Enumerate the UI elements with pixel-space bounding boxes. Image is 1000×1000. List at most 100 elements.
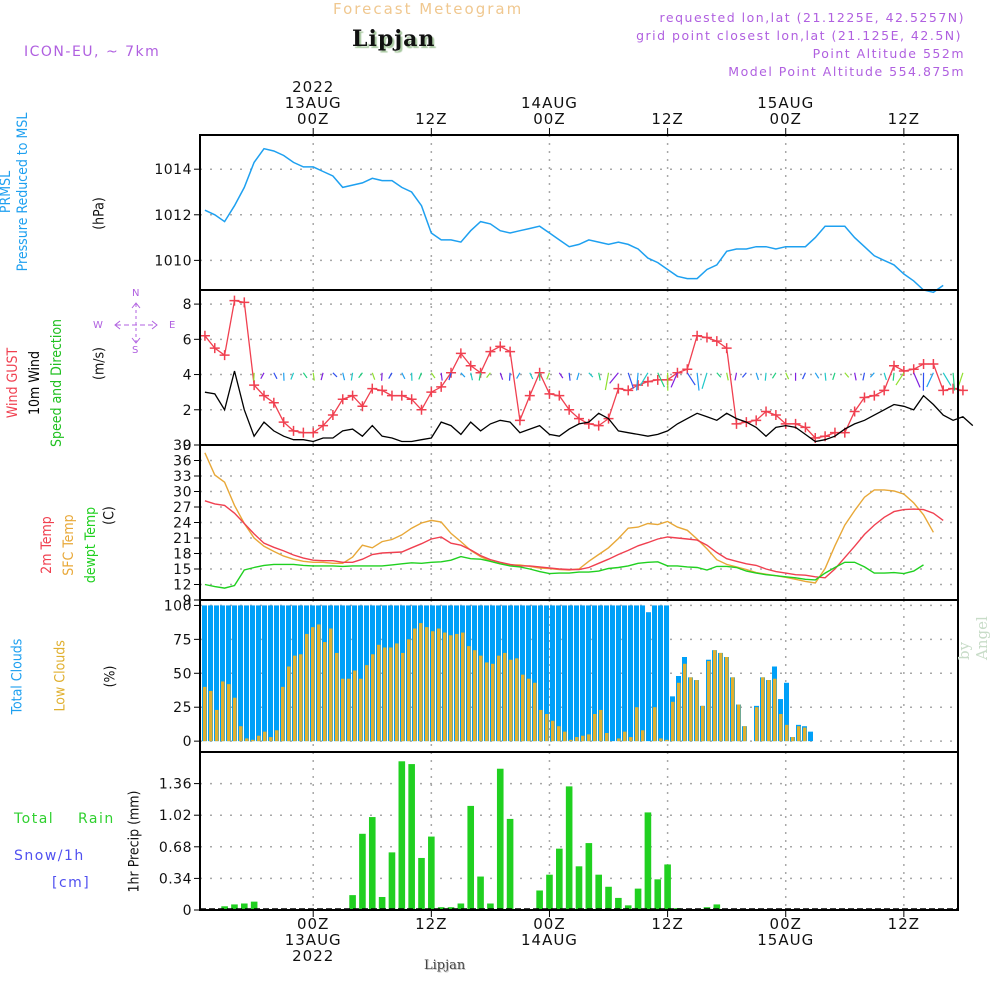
low-cloud-bar xyxy=(431,631,435,742)
requested-coords: requested lon,lat (21.1225E, 42.5257N) xyxy=(659,10,965,25)
total-cloud-bar xyxy=(622,605,627,742)
wind-gust-marker xyxy=(337,394,348,405)
low-cloud-bar xyxy=(557,726,561,742)
compass-e: E xyxy=(169,320,176,331)
rain-bar xyxy=(398,761,406,909)
wind-direction-arrow xyxy=(639,372,649,386)
y-tick-label: 36 xyxy=(173,454,192,470)
low-cloud-bar xyxy=(227,684,231,742)
wind-direction-arrow xyxy=(358,372,363,379)
top-x-tick-label: 00Z xyxy=(770,110,802,128)
rain-bar xyxy=(615,897,622,909)
total-cloud-bar xyxy=(238,605,243,742)
wind-gust-marker xyxy=(386,390,397,401)
low-cloud-bar xyxy=(419,623,423,742)
dewpt-temp-line xyxy=(204,555,924,589)
rain-bar xyxy=(359,833,366,909)
y-tick-label: 15 xyxy=(173,562,192,578)
low-cloud-bar xyxy=(269,737,273,742)
y-tick-label: 1.36 xyxy=(159,777,192,793)
y-tick-label: 25 xyxy=(173,700,192,716)
compass-w: W xyxy=(93,320,103,331)
y-tick-label: 1010 xyxy=(154,253,192,269)
low-cloud-bar xyxy=(443,632,447,742)
low-cloud-bar xyxy=(395,643,399,742)
total-cloud-bar xyxy=(652,605,657,742)
low-cloud-bar xyxy=(503,652,507,742)
wind-direction-arrow xyxy=(670,372,678,388)
low-cloud-bar xyxy=(275,730,279,742)
low-cloud-bar xyxy=(761,677,765,742)
rain-bar xyxy=(418,857,425,909)
wind-gust-marker xyxy=(249,380,260,391)
total-cloud-bar xyxy=(628,605,633,742)
wind-direction-arrow xyxy=(635,372,639,391)
wind-direction-arrow xyxy=(913,372,921,388)
wind-gust-marker xyxy=(258,390,269,401)
total-cloud-bar xyxy=(592,605,597,742)
wind-direction-arrow xyxy=(824,372,827,381)
wind-gust-marker xyxy=(465,360,476,371)
low-cloud-bar xyxy=(659,738,663,742)
wind-direction-arrow xyxy=(627,372,635,389)
total-cloud-bar xyxy=(346,605,351,742)
low-cloud-bar xyxy=(569,739,573,742)
wind-gust-marker xyxy=(396,390,407,401)
wind-gust-marker xyxy=(898,366,909,377)
low-cloud-bar xyxy=(701,705,705,742)
legend-snow: Snow/1h xyxy=(14,848,85,864)
pressure-label: PRMSL Pressure Reduced to MSL xyxy=(0,112,32,272)
y-tick-label: 100 xyxy=(164,598,192,614)
bottom-x-tick-label: 00Z xyxy=(770,915,802,933)
wind-unit: (m/s) xyxy=(91,347,108,380)
total-cloud-bar xyxy=(634,605,639,742)
wind-direction-arrow xyxy=(440,372,443,381)
total-cloud-bar xyxy=(568,605,573,742)
low-cloud-bar xyxy=(407,639,411,742)
wind-direction-arrow xyxy=(516,372,521,379)
top-x-tick-label: 14AUG xyxy=(521,94,578,112)
rain-bar xyxy=(634,888,642,909)
low-cloud-bar xyxy=(335,652,339,742)
wind-gust-marker xyxy=(219,350,230,361)
bottom-x-tick-label: 2022 xyxy=(292,947,334,965)
low-cloud-bar xyxy=(533,682,537,742)
total-cloud-bar xyxy=(256,605,261,742)
wind-gust-marker xyxy=(426,387,437,398)
wind-direction-arrow xyxy=(568,372,571,381)
low-cloud-bar xyxy=(515,658,519,742)
low-cloud-bar xyxy=(641,730,645,742)
wind-gust-marker xyxy=(574,413,584,424)
wind-gust-marker xyxy=(446,367,457,378)
wind-gust-marker xyxy=(711,336,722,347)
rain-bar xyxy=(487,903,494,909)
wind-direction-arrow xyxy=(332,372,338,378)
temp-label: 2m Temp SFC Temp dewpt Temp xyxy=(36,490,102,600)
low-cloud-bar xyxy=(305,633,309,742)
rain-bar xyxy=(624,905,632,909)
compass-s: S xyxy=(132,345,139,356)
total-cloud-bar xyxy=(658,605,663,742)
low-cloud-bar xyxy=(635,707,639,742)
model-point-altitude: Model Point Altitude 554.875m xyxy=(728,64,965,79)
wind-gust-marker xyxy=(495,341,506,352)
low-cloud-bar xyxy=(683,663,687,742)
low-cloud-bar xyxy=(245,738,249,742)
wind-gust-marker xyxy=(377,385,388,396)
wind-gust-marker xyxy=(406,394,417,405)
wind-gust-marker xyxy=(692,330,703,341)
rain-bar xyxy=(664,864,671,909)
wind-direction-arrow xyxy=(430,372,436,379)
total-cloud-bar xyxy=(580,605,585,742)
pressure-label-line2: Pressure Reduced to MSL xyxy=(15,112,31,272)
low-cloud-bar xyxy=(629,737,633,742)
total-cloud-bar xyxy=(604,605,609,742)
wind-direction-arrow xyxy=(342,372,346,381)
y-tick-label: 12 xyxy=(173,578,192,594)
rain-bar xyxy=(447,907,455,909)
low-cloud-bar xyxy=(671,701,675,742)
wind-direction-arrow xyxy=(312,372,315,381)
low-cloud-bar xyxy=(677,682,681,742)
bottom-x-tick-label: 14AUG xyxy=(521,931,578,949)
rain-bar xyxy=(565,786,573,909)
